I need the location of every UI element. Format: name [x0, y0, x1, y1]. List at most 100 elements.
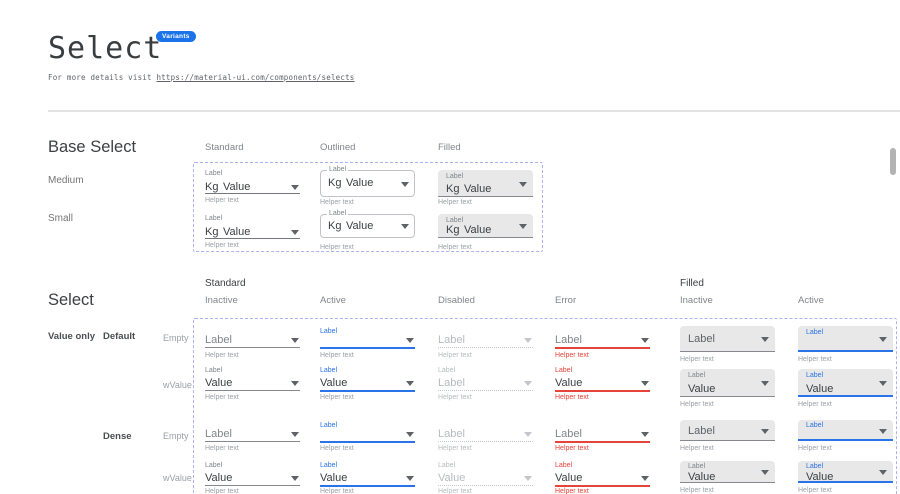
helper-text: Helper text — [555, 394, 589, 402]
column-header-std-inactive: Inactive — [205, 295, 238, 306]
select-placeholder: Label — [688, 425, 715, 438]
select-placeholder: Label — [438, 334, 465, 347]
select-label: Label — [806, 372, 823, 380]
select-underline — [555, 347, 650, 349]
dropdown-arrow-icon — [641, 381, 649, 386]
helper-text: Helper text — [320, 244, 354, 252]
dropdown-arrow-icon — [406, 338, 414, 343]
select-underline — [320, 390, 415, 392]
dropdown-arrow-icon — [519, 224, 527, 229]
dropdown-arrow-icon — [524, 476, 532, 481]
select-value-text: Value — [438, 472, 465, 485]
helper-text: Helper text — [555, 488, 589, 494]
dropdown-arrow-icon — [291, 185, 299, 190]
select-label: Label — [806, 422, 823, 430]
dropdown-arrow-icon — [641, 476, 649, 481]
select-underline — [205, 441, 300, 442]
select-underline — [205, 390, 300, 391]
select-adornment: Kg — [328, 177, 341, 190]
select-underline — [438, 390, 533, 391]
select-label: Label — [205, 170, 222, 178]
helper-text: Helper text — [205, 488, 239, 494]
helper-text: Helper text — [438, 445, 472, 453]
select-value-text: Value — [346, 177, 373, 190]
dropdown-arrow-icon — [401, 224, 409, 229]
column-header-std-error: Error — [555, 295, 576, 306]
row-group-dense: Dense — [103, 431, 132, 442]
column-header-filled-inactive: Inactive — [680, 295, 713, 306]
dropdown-arrow-icon — [761, 470, 769, 475]
helper-text: Helper text — [798, 487, 832, 494]
helper-text: Helper text — [798, 401, 832, 409]
select-value-text: Value — [555, 472, 582, 485]
helper-text: Helper text — [320, 488, 354, 494]
page-title: Select — [48, 31, 162, 66]
select-placeholder: Label — [205, 334, 232, 347]
select-value-text: Value — [464, 224, 491, 237]
scrollbar-thumb[interactable] — [890, 148, 896, 175]
column-header-filled-active: Active — [798, 295, 824, 306]
helper-text: Helper text — [205, 197, 239, 205]
dropdown-arrow-icon — [291, 381, 299, 386]
dropdown-arrow-icon — [524, 432, 532, 437]
dropdown-arrow-icon — [291, 432, 299, 437]
select-value-text: Value — [806, 471, 833, 484]
select-underline — [205, 238, 300, 239]
select-label: Label — [320, 422, 337, 430]
subtitle-link[interactable]: https://material-ui.com/components/selec… — [156, 73, 354, 82]
dropdown-arrow-icon — [641, 432, 649, 437]
select-label: Label — [806, 463, 823, 471]
subtitle-text: For more details visit — [48, 73, 156, 82]
select-underline — [205, 485, 300, 486]
select-value-text: Value — [555, 377, 582, 390]
select-label: Label — [688, 372, 705, 380]
dropdown-arrow-icon — [519, 182, 527, 187]
helper-text: Helper text — [205, 445, 239, 453]
column-header-filled: Filled — [438, 142, 461, 153]
helper-text: Helper text — [205, 394, 239, 402]
dropdown-arrow-icon — [291, 476, 299, 481]
select-value-text: Value — [205, 472, 232, 485]
select-label: Label — [438, 462, 455, 470]
select-underline — [438, 347, 533, 348]
select-underline — [555, 485, 650, 487]
select-placeholder: Label — [205, 428, 232, 441]
helper-text: Helper text — [680, 356, 714, 364]
select-label: Label — [446, 173, 463, 181]
select-value-text: Value — [806, 383, 833, 396]
select-value-text: Value — [688, 471, 715, 484]
dropdown-arrow-icon — [406, 476, 414, 481]
select-label: Label — [205, 462, 222, 470]
helper-text: Helper text — [555, 445, 589, 453]
dropdown-arrow-icon — [761, 381, 769, 386]
select-label: Label — [320, 462, 337, 470]
select-adornment: Kg — [446, 183, 459, 196]
helper-text: Helper text — [438, 394, 472, 402]
select-label: Label — [327, 166, 348, 174]
row-group-value-only: Value only — [48, 331, 95, 342]
helper-text: Helper text — [320, 445, 354, 453]
dropdown-arrow-icon — [291, 338, 299, 343]
select-underline — [438, 485, 533, 486]
select-value-text: Value — [320, 377, 347, 390]
select-underline — [205, 347, 300, 348]
row-sublabel-empty: Empty — [163, 333, 189, 343]
select-value-text: Label — [438, 377, 465, 390]
select-value-text: Value — [320, 472, 347, 485]
helper-text: Helper text — [798, 356, 832, 364]
group-header-standard: Standard — [205, 278, 246, 289]
select-underline — [320, 347, 415, 349]
section-heading-base-select: Base Select — [48, 138, 136, 157]
helper-text: Helper text — [320, 199, 354, 207]
section-heading-select: Select — [48, 291, 94, 310]
helper-text: Helper text — [438, 488, 472, 494]
select-label: Label — [205, 215, 222, 223]
select-underline — [320, 441, 415, 443]
select-placeholder: Label — [688, 333, 715, 346]
select-underline — [205, 193, 300, 194]
select-label: Label — [205, 367, 222, 375]
row-sublabel-empty-dense: Empty — [163, 431, 189, 441]
select-placeholder: Label — [555, 428, 582, 441]
row-label-medium: Medium — [48, 175, 84, 186]
select-value-text: Value — [688, 383, 715, 396]
